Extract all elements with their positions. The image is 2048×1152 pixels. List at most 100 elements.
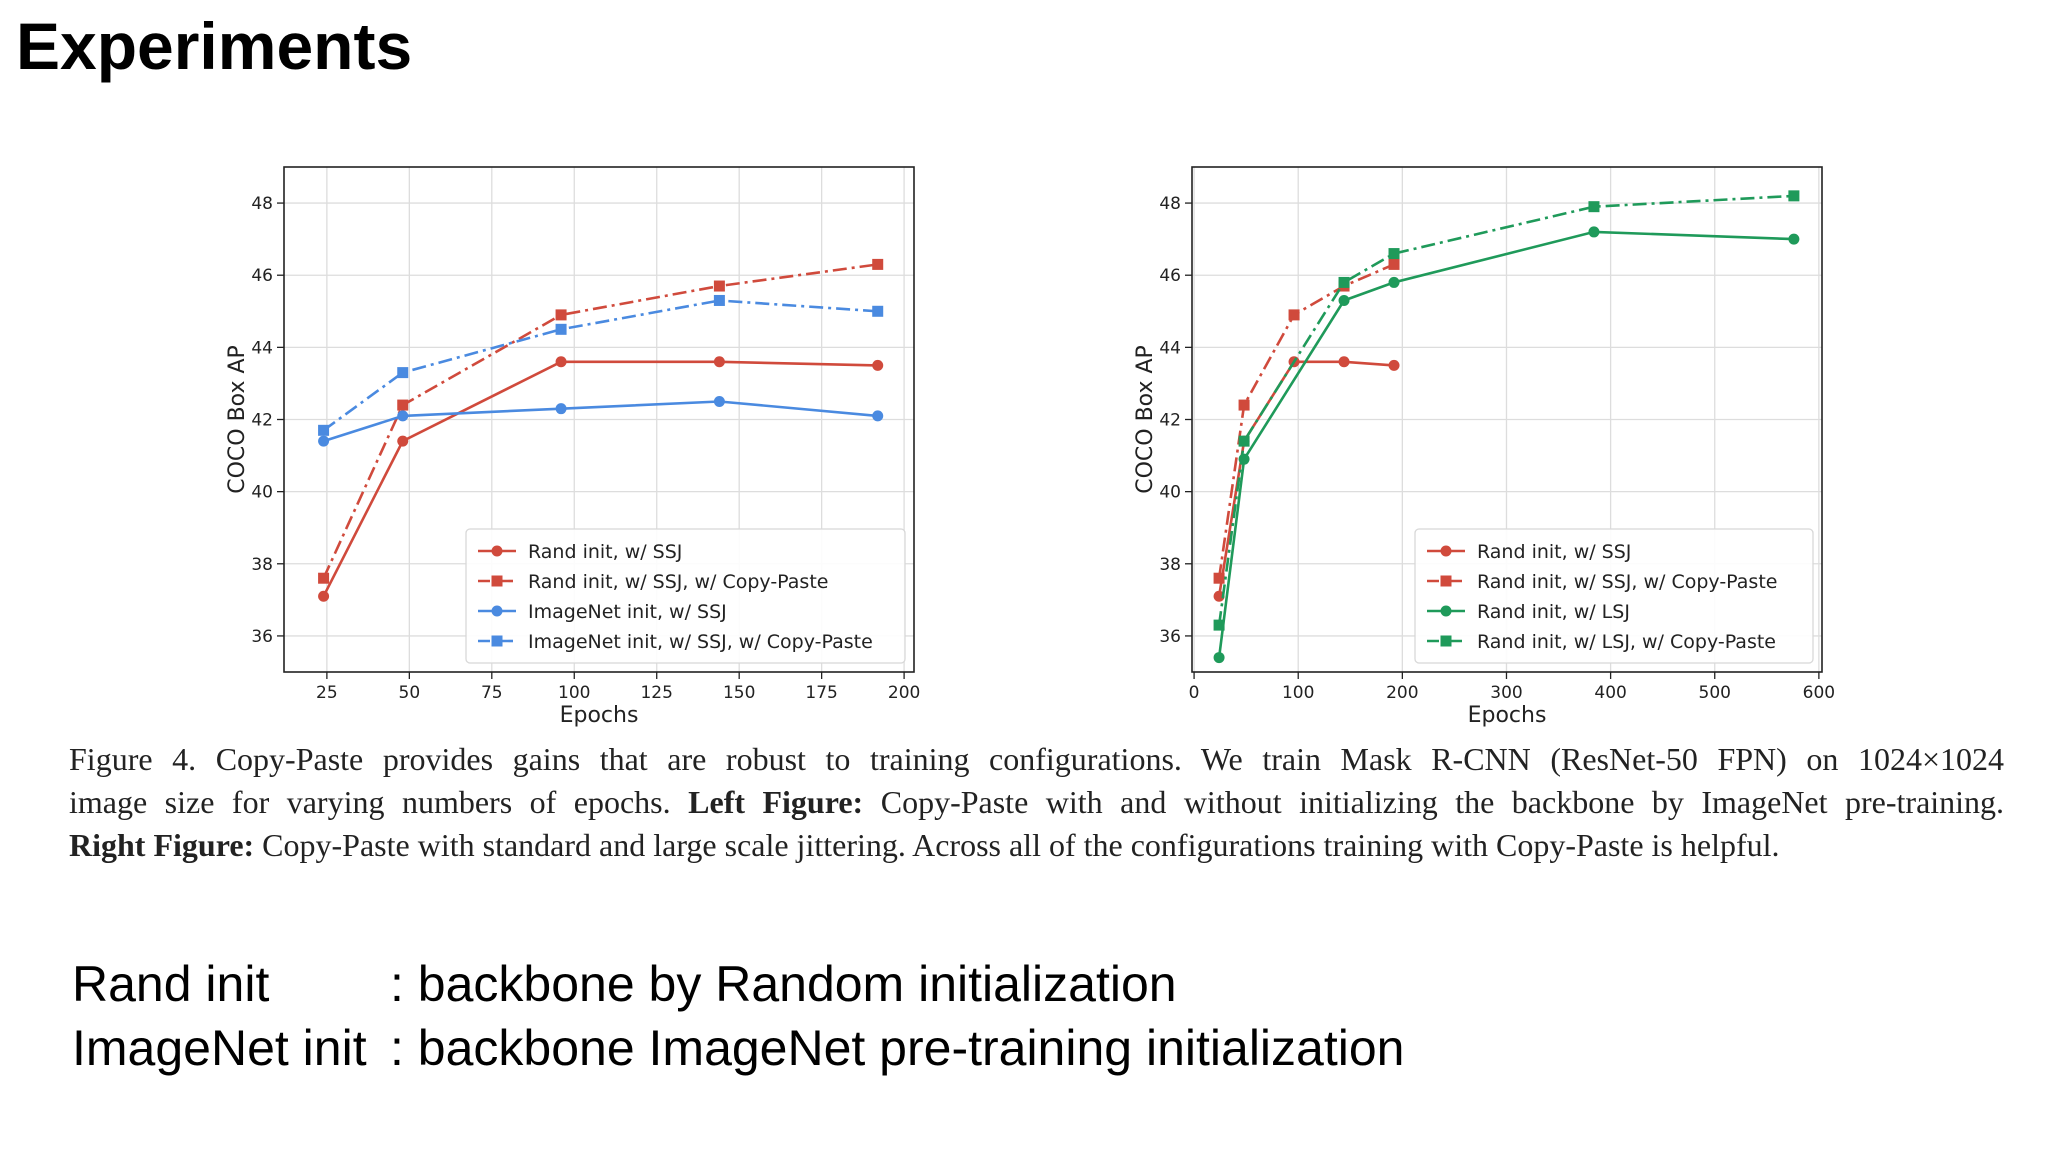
right-chart-y-tick-label: 46 [1159, 266, 1181, 286]
left-chart-point [872, 258, 884, 270]
right-chart-x-tick-label: 0 [1189, 683, 1200, 703]
right-chart-legend-item-3: Rand init, w/ LSJ, w/ Copy-Paste [1427, 631, 1776, 653]
left-chart-legend-label: ImageNet init, w/ SSJ [528, 601, 727, 623]
left-chart-legend-item-0: Rand init, w/ SSJ [478, 541, 682, 563]
figure-caption: Figure 4. Copy-Paste provides gains that… [69, 738, 2004, 867]
left-chart-legend-label: Rand init, w/ SSJ [528, 541, 682, 563]
right-chart-y-tick-label: 48 [1159, 194, 1181, 214]
right-chart-y-tick-label: 38 [1159, 555, 1181, 575]
caption-line-2: image size for varying numbers of epochs… [69, 781, 2004, 824]
right-chart-y-tick-label: 40 [1159, 483, 1181, 503]
left-chart-y-tick-label: 48 [251, 194, 273, 214]
right-chart-svg: 0 100 200 300 400 500 600 36 38 40 42 44 46 48 Epochs C… [1133, 166, 1835, 728]
right-chart-y-tick-label: 44 [1159, 338, 1181, 358]
note-definition: : backbone ImageNet pre-training initial… [390, 1020, 1405, 1076]
left-chart-point [318, 590, 330, 602]
note-row-imagenet-init: ImageNet init : backbone ImageNet pre-tr… [72, 1016, 1404, 1080]
left-chart-point [555, 356, 567, 368]
right-chart-series-line [1217, 194, 1794, 626]
caption-line-1: Figure 4. Copy-Paste provides gains that… [69, 738, 2004, 781]
left-chart-x-tick-label: 200 [888, 683, 920, 703]
left-chart-point [397, 367, 409, 379]
right-chart-y-tick-label: 36 [1159, 627, 1181, 647]
right-chart-legend-item-1: Rand init, w/ SSJ, w/ Copy-Paste [1427, 571, 1777, 593]
right-chart-point [1338, 294, 1350, 306]
left-chart-x-axis-label: Epochs [560, 703, 639, 728]
right-chart-x-tick-label: 300 [1490, 683, 1522, 703]
left-chart-point [713, 356, 725, 368]
right-chart-point [1788, 233, 1800, 245]
left-chart-legend-label: ImageNet init, w/ SSJ, w/ Copy-Paste [528, 631, 873, 653]
right-chart-legend-item-0: Rand init, w/ SSJ [1427, 541, 1631, 563]
right-chart-legend-swatch-marker [1440, 545, 1452, 557]
right-chart-x-tick-label: 400 [1594, 683, 1626, 703]
left-chart-legend: Rand init, w/ SSJ Rand init, w/ SSJ, w/ C… [465, 528, 906, 664]
right-chart-x-tick-label: 600 [1803, 683, 1835, 703]
caption-line-2-post: Copy-Paste with and without initializing… [880, 784, 2005, 820]
right-chart-point [1388, 258, 1400, 270]
right-chart-y-tick-label: 42 [1159, 411, 1181, 431]
left-chart-y-tick-label: 40 [251, 483, 273, 503]
caption-line-1-text: Figure 4. Copy-Paste provides gains that… [69, 741, 2004, 777]
left-chart-point [318, 572, 330, 584]
left-chart-legend-swatch-marker [491, 575, 503, 587]
right-chart-x-tick-label: 200 [1386, 683, 1418, 703]
right-chart-legend-label: Rand init, w/ SSJ [1477, 541, 1631, 563]
right-chart-point [1338, 276, 1350, 288]
left-chart-point [555, 403, 567, 415]
right-chart-point [1213, 652, 1225, 664]
left-chart-point [713, 280, 725, 292]
left-chart-legend-item-3: ImageNet init, w/ SSJ, w/ Copy-Paste [478, 631, 873, 653]
left-chart-point [713, 294, 725, 306]
right-chart: 0 100 200 300 400 500 600 36 38 40 42 44 46 48 Epochs C… [1130, 150, 1850, 728]
right-chart-x-tick-label: 500 [1699, 683, 1731, 703]
left-chart-y-tick-label: 44 [251, 338, 273, 358]
left-chart-x-tick-label: 50 [399, 683, 421, 703]
left-chart-svg: 25 50 75 100 125 150 175 200 36 38 40 42 44 46 48 Epoch… [225, 166, 920, 728]
definition-notes: Rand init: backbone by Random initializa… [72, 952, 1404, 1080]
right-chart-legend: Rand init, w/ SSJ Rand init, w/ SSJ, w/ C… [1414, 528, 1814, 664]
left-chart-point [397, 435, 409, 447]
right-chart-y-axis-label: COCO Box AP [1133, 345, 1158, 494]
right-chart-x-tick-label: 100 [1282, 683, 1314, 703]
left-chart-x-tick-label: 175 [805, 683, 837, 703]
right-chart-x-axis-label: Epochs [1468, 703, 1547, 728]
note-term: Rand init [72, 956, 270, 1012]
left-chart-point [555, 323, 567, 335]
right-chart-point [1288, 309, 1300, 321]
right-chart-legend-label: Rand init, w/ SSJ, w/ Copy-Paste [1477, 571, 1777, 593]
right-chart-point [1338, 356, 1350, 368]
right-chart-point [1788, 190, 1800, 202]
left-chart-series-3 [318, 294, 884, 436]
right-chart-point [1388, 276, 1400, 288]
right-chart-legend-item-2: Rand init, w/ LSJ [1427, 601, 1630, 623]
right-chart-series-line [1217, 230, 1794, 658]
left-chart-series-1 [318, 258, 884, 584]
left-chart-plot-frame [283, 166, 915, 673]
left-chart-x-tick-label: 100 [558, 683, 590, 703]
left-chart-x-tick-label: 150 [723, 683, 755, 703]
left-chart-x-tick-label: 125 [640, 683, 672, 703]
right-chart-legend-label: Rand init, w/ LSJ, w/ Copy-Paste [1477, 631, 1776, 653]
left-chart-y-tick-label: 46 [251, 266, 273, 286]
right-chart-point [1238, 435, 1250, 447]
left-chart-point [872, 359, 884, 371]
right-chart-point [1588, 226, 1600, 238]
left-chart-y-tick-label: 42 [251, 411, 273, 431]
caption-line-2-pre: image size for varying numbers of epochs… [69, 784, 671, 820]
right-chart-series-3 [1213, 190, 1800, 631]
right-chart-point [1238, 399, 1250, 411]
right-chart-point [1388, 248, 1400, 260]
caption-line-3: Right Figure: Copy-Paste with standard a… [69, 824, 2004, 867]
right-chart-legend-swatch-marker [1440, 635, 1452, 647]
left-chart-legend-item-1: Rand init, w/ SSJ, w/ Copy-Paste [478, 571, 828, 593]
left-chart-point [397, 410, 409, 422]
left-chart-point [318, 424, 330, 436]
left-chart-point [713, 395, 725, 407]
left-chart-point [397, 399, 409, 411]
right-chart-point [1213, 590, 1225, 602]
slide-title: Experiments [16, 9, 413, 83]
left-chart-legend-label: Rand init, w/ SSJ, w/ Copy-Paste [528, 571, 828, 593]
right-chart-point [1388, 359, 1400, 371]
right-chart-point [1213, 572, 1225, 584]
